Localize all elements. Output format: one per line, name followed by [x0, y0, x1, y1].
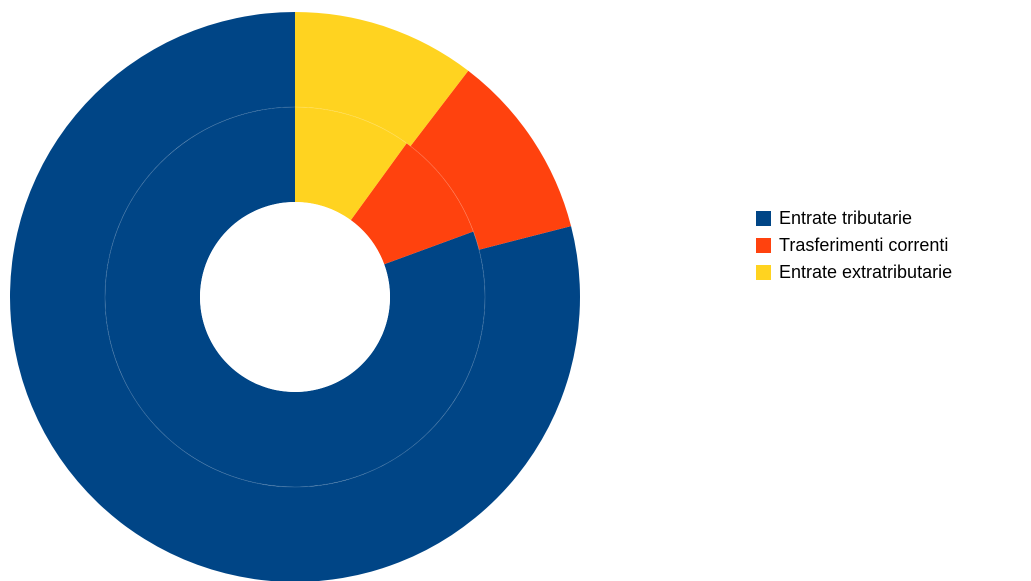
chart-legend: Entrate tributarie Trasferimenti corrent… — [756, 205, 952, 286]
legend-item-entrate-extratributarie[interactable]: Entrate extratributarie — [756, 259, 952, 286]
inner-slice-entrate-tributarie[interactable] — [105, 107, 486, 488]
ring-separator — [104, 106, 486, 488]
outer-slice-entrate-tributarie[interactable] — [10, 12, 580, 581]
nested-donut-chart — [10, 12, 580, 581]
outer-ring — [10, 12, 580, 581]
inner-ring — [105, 107, 486, 488]
outer-slice-trasferimenti-correnti[interactable] — [410, 70, 572, 250]
legend-swatch-entrate-extratributarie — [756, 265, 771, 280]
legend-item-trasferimenti-correnti[interactable]: Trasferimenti correnti — [756, 232, 952, 259]
outer-slice-entrate-extratributarie[interactable] — [295, 12, 469, 147]
legend-label-entrate-extratributarie: Entrate extratributarie — [779, 262, 953, 282]
inner-slice-entrate-extratributarie[interactable] — [295, 107, 407, 221]
donut-hole — [200, 202, 390, 392]
inner-slice-trasferimenti-correnti[interactable] — [350, 143, 474, 265]
legend-swatch-trasferimenti-correnti — [756, 238, 771, 253]
legend-swatch-entrate-tributarie — [756, 211, 771, 226]
legend-label-entrate-tributarie: Entrate tributarie — [779, 208, 913, 228]
legend-item-entrate-tributarie[interactable]: Entrate tributarie — [756, 205, 952, 232]
legend-label-trasferimenti-correnti: Trasferimenti correnti — [779, 235, 949, 255]
